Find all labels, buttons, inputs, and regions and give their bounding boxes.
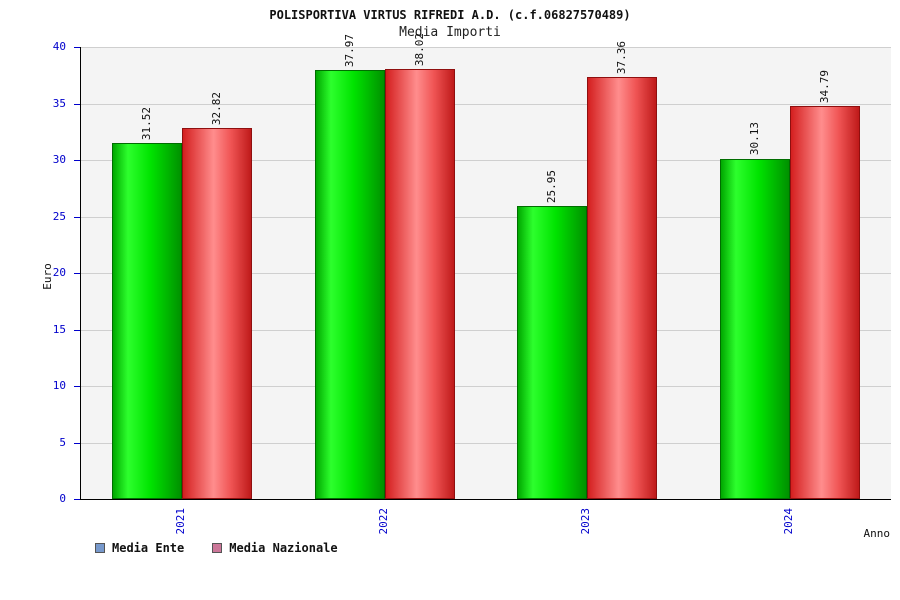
bar-value-label: 37.36 [615,40,629,74]
legend: Media Ente Media Nazionale [95,541,338,555]
y-tick-label: 5 [59,435,66,449]
bar-media-ente-2022 [314,69,385,499]
grid-line [81,386,891,387]
y-tick-mark [74,47,80,48]
bar-media-ente-2023 [517,205,588,499]
y-tick-mark [74,103,80,105]
bar-media-nazionale-2022 [384,69,455,499]
y-tick-label: 15 [52,322,66,336]
plot-area: 31.52 32.82 37.97 38.02 25.95 37.36 30.13 34.79 [80,33,891,500]
grid-line [81,329,891,331]
y-tick-mark [74,160,80,161]
y-tick-label: 0 [59,492,66,505]
bar-value-label: 30.13 [747,122,761,156]
y-tick-mark [74,329,80,331]
y-tick-mark [74,386,80,387]
grid-line [81,160,891,161]
x-tick-label-2024: 2024 [781,508,795,535]
grid-line [81,47,891,48]
bar-value-label: 32.82 [210,92,224,126]
grid-line [81,273,891,274]
y-tick-mark [74,499,80,500]
x-tick-label-2021: 2021 [174,508,188,535]
x-tick-label-2022: 2022 [376,508,390,535]
y-tick-mark [74,216,80,218]
bar-value-label: 31.52 [140,106,154,140]
legend-item-media-nazionale: Media Nazionale [212,541,338,555]
grid-line [81,442,891,444]
y-axis-title: Euro [40,263,54,290]
grid-line [81,216,891,218]
y-tick-label: 40 [52,40,66,53]
bar-media-nazionale-2023 [587,76,658,499]
bar-value-label: 25.95 [545,169,559,203]
chart-subtitle: Media Importi [399,25,501,40]
x-tick-label-2023: 2023 [579,508,593,535]
bar-value-label: 37.97 [342,33,356,67]
bar-value-label: 34.79 [817,69,831,103]
legend-marker-icon [95,543,105,553]
y-tick-label: 25 [52,209,66,223]
chart-title: POLISPORTIVA VIRTUS RIFREDI A.D. (c.f.06… [269,8,631,22]
x-axis-title: Anno [863,527,891,540]
legend-label: Media Nazionale [229,541,338,555]
bar-media-nazionale-2021 [182,128,253,499]
y-tick-mark [74,442,80,444]
bar-value-label: 38.02 [412,33,426,67]
legend-label: Media Ente [112,541,185,555]
y-tick-label: 35 [52,96,66,110]
legend-marker-icon [212,543,223,553]
bar-media-ente-2024 [719,158,790,499]
legend-item-media-ente: Media Ente [95,541,184,555]
y-tick-label: 10 [52,379,66,392]
grid-line [81,103,891,105]
y-tick-mark [74,273,80,274]
y-axis: 0 5 10 15 20 25 30 35 40 [0,40,80,505]
bar-media-nazionale-2024 [789,105,860,499]
y-tick-label: 30 [52,153,66,166]
bar-media-ente-2021 [112,142,183,499]
y-tick-label: 20 [52,266,66,279]
